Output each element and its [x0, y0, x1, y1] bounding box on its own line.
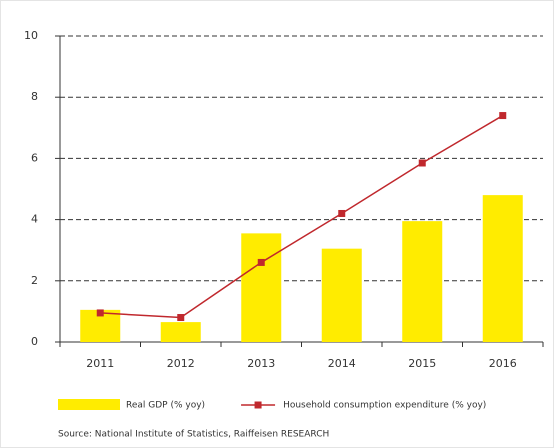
- marker: [257, 258, 265, 266]
- y-tick-label: 4: [31, 213, 38, 226]
- x-tick-label: 2016: [489, 357, 517, 370]
- x-tick-label: 2014: [328, 357, 356, 370]
- source-note: Source: National Institute of Statistics…: [58, 430, 329, 440]
- x-tick-label: 2015: [408, 357, 436, 370]
- x-tick-label: 2013: [247, 357, 275, 370]
- bar: [160, 322, 201, 342]
- marker: [338, 209, 346, 217]
- marker: [177, 314, 185, 322]
- y-tick-label: 2: [31, 274, 38, 287]
- legend-swatch: [58, 399, 120, 410]
- marker: [96, 309, 104, 317]
- bar: [321, 248, 362, 342]
- y-tick-label: 10: [24, 29, 38, 42]
- line: [100, 114, 504, 319]
- bar: [402, 221, 443, 342]
- y-tick-label: 6: [31, 151, 38, 164]
- y-tick-label: 8: [31, 90, 38, 103]
- bar: [241, 233, 282, 342]
- y-tick-label: 0: [31, 335, 38, 348]
- marker: [499, 112, 507, 120]
- legend-label: Household consumption expenditure (% yoy…: [283, 401, 486, 411]
- x-tick-label: 2011: [86, 357, 114, 370]
- legend-swatch: [254, 401, 262, 409]
- bar: [482, 195, 523, 342]
- x-tick-label: 2012: [167, 357, 195, 370]
- legend-label: Real GDP (% yoy): [126, 401, 205, 411]
- marker: [418, 159, 426, 167]
